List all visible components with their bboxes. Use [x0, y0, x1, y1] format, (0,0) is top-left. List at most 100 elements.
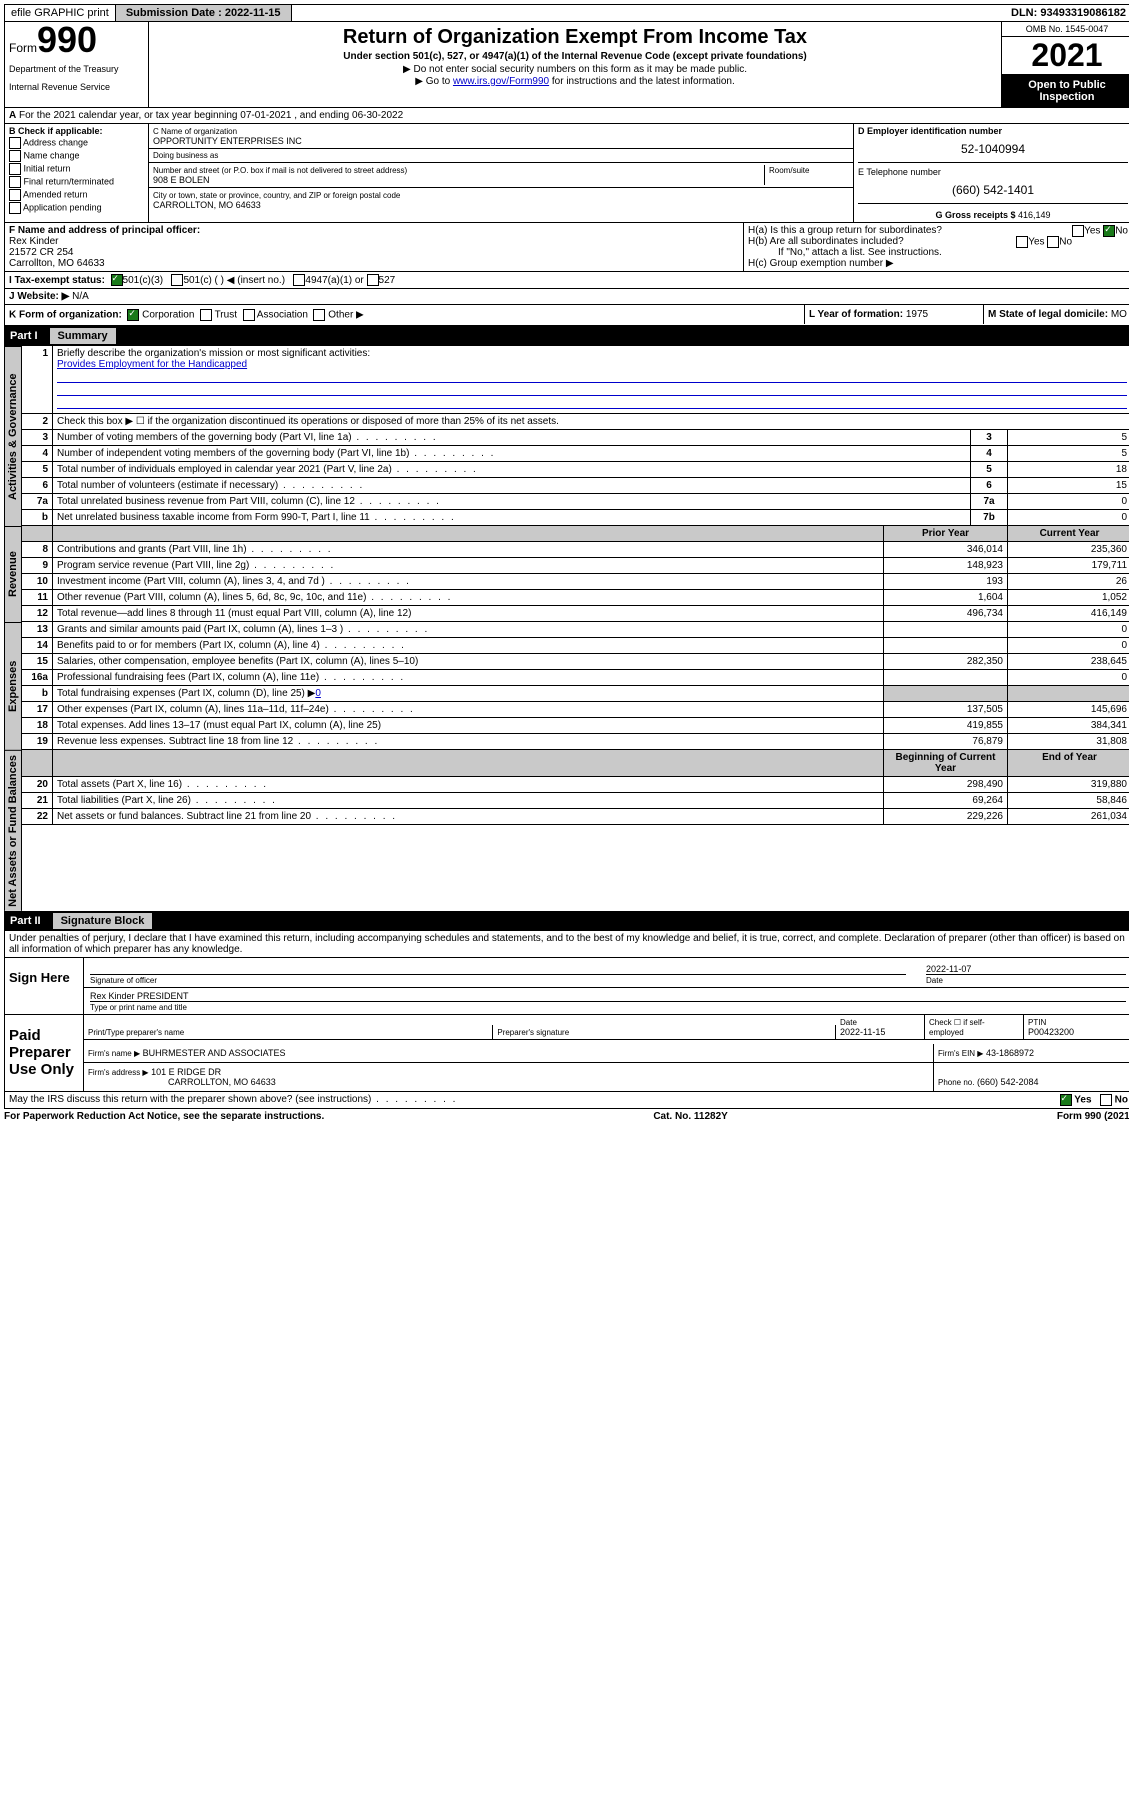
- firm-name-label: Firm's name ▶: [88, 1049, 140, 1058]
- chk-final[interactable]: Final return/terminated: [9, 176, 144, 188]
- chk-address[interactable]: Address change: [9, 137, 144, 149]
- firm-ein-label: Firm's EIN ▶: [938, 1049, 983, 1058]
- officer-label: F Name and address of principal officer:: [9, 225, 200, 236]
- dln: DLN: 93493319086182: [1005, 5, 1129, 21]
- chk-4947[interactable]: [293, 274, 305, 286]
- l16b-val[interactable]: 0: [315, 688, 321, 699]
- domicile: MO: [1111, 309, 1127, 320]
- l6-val: 15: [1008, 478, 1129, 494]
- street-label: Number and street (or P.O. box if mail i…: [153, 166, 407, 175]
- sig-date-label: Date: [926, 976, 943, 985]
- row-klm: K Form of organization: Corporation Trus…: [4, 305, 1129, 326]
- l4-desc: Number of independent voting members of …: [57, 448, 495, 459]
- form-id-box: Form990 Department of the Treasury Inter…: [5, 22, 149, 107]
- entity-info-row: B Check if applicable: Address change Na…: [4, 124, 1129, 223]
- tel-label: E Telephone number: [858, 167, 941, 177]
- irs-link[interactable]: www.irs.gov/Form990: [453, 76, 549, 87]
- year-formed: 1975: [906, 309, 928, 320]
- l18-desc: Total expenses. Add lines 13–17 (must eq…: [57, 720, 381, 731]
- l2-desc: Check this box ▶ ☐ if the organization d…: [53, 414, 1129, 430]
- ptin: P00423200: [1028, 1027, 1074, 1037]
- l7b-val: 0: [1008, 510, 1129, 526]
- paid-preparer-section: Paid Preparer Use Only Print/Type prepar…: [4, 1015, 1129, 1092]
- chk-assoc[interactable]: [243, 309, 255, 321]
- irs-label: Internal Revenue Service: [9, 82, 144, 92]
- chk-initial[interactable]: Initial return: [9, 163, 144, 175]
- sig-name: Rex Kinder PRESIDENT: [90, 991, 189, 1001]
- h-current: Current Year: [1008, 526, 1129, 542]
- mission[interactable]: Provides Employment for the Handicapped: [57, 359, 247, 370]
- firm-phone: (660) 542-2084: [977, 1077, 1039, 1087]
- discuss-no[interactable]: [1100, 1094, 1112, 1106]
- footer: For Paperwork Reduction Act Notice, see …: [4, 1109, 1129, 1124]
- officer-addr1: 21572 CR 254: [9, 247, 74, 258]
- l7a-desc: Total unrelated business revenue from Pa…: [57, 496, 441, 507]
- l1-desc: Briefly describe the organization's miss…: [57, 348, 370, 359]
- l11-curr: 1,052: [1008, 590, 1129, 606]
- chk-527[interactable]: [367, 274, 379, 286]
- l8-curr: 235,360: [1008, 542, 1129, 558]
- col-d: D Employer identification number 52-1040…: [853, 124, 1129, 222]
- l14-desc: Benefits paid to or for members (Part IX…: [57, 640, 406, 651]
- discuss-yes[interactable]: [1060, 1094, 1072, 1106]
- chk-trust[interactable]: [200, 309, 212, 321]
- officer-addr2: Carrollton, MO 64633: [9, 258, 105, 269]
- col-c: C Name of organization OPPORTUNITY ENTER…: [149, 124, 853, 222]
- discuss-row: May the IRS discuss this return with the…: [4, 1092, 1129, 1109]
- chk-name[interactable]: Name change: [9, 150, 144, 162]
- instruct-1: ▶ Do not enter social security numbers o…: [153, 64, 997, 75]
- main-title: Return of Organization Exempt From Incom…: [153, 26, 997, 49]
- city-label: City or town, state or province, country…: [153, 191, 400, 200]
- form-org-label: K Form of organization:: [9, 310, 122, 321]
- firm-name: BUHRMESTER AND ASSOCIATES: [143, 1048, 286, 1058]
- footer-right: Form 990 (2021): [1057, 1111, 1129, 1122]
- open-public: Open to PublicInspection: [1002, 75, 1129, 107]
- tax-year-span: For the 2021 calendar year, or tax year …: [19, 110, 403, 121]
- title-box: Return of Organization Exempt From Incom…: [149, 22, 1001, 107]
- l6-desc: Total number of volunteers (estimate if …: [57, 480, 364, 491]
- chk-amended[interactable]: Amended return: [9, 189, 144, 201]
- sig-name-label: Type or print name and title: [90, 1003, 187, 1012]
- l22-desc: Net assets or fund balances. Subtract li…: [57, 811, 397, 822]
- l10-curr: 26: [1008, 574, 1129, 590]
- l19-curr: 31,808: [1008, 734, 1129, 750]
- line-a: A For the 2021 calendar year, or tax yea…: [4, 108, 1129, 124]
- l12-prior: 496,734: [884, 606, 1008, 622]
- chk-501c[interactable]: [171, 274, 183, 286]
- form-number: 990: [37, 19, 97, 60]
- footer-left: For Paperwork Reduction Act Notice, see …: [4, 1111, 324, 1122]
- expenses-section: Expenses 13Grants and similar amounts pa…: [4, 622, 1129, 750]
- chk-other[interactable]: [313, 309, 325, 321]
- revenue-section: Revenue Prior YearCurrent Year 8Contribu…: [4, 526, 1129, 622]
- sig-officer-label: Signature of officer: [90, 976, 157, 985]
- l15-curr: 238,645: [1008, 654, 1129, 670]
- officer-name: Rex Kinder: [9, 236, 58, 247]
- penalty-text: Under penalties of perjury, I declare th…: [4, 931, 1129, 958]
- instruct-2: ▶ Go to www.irs.gov/Form990 for instruct…: [153, 76, 997, 87]
- l7a-val: 0: [1008, 494, 1129, 510]
- sig-date: 2022-11-07: [926, 964, 971, 974]
- chk-corp[interactable]: [127, 309, 139, 321]
- city: CARROLLTON, MO 64633: [153, 200, 261, 210]
- submission-date[interactable]: Submission Date : 2022-11-15: [116, 5, 292, 21]
- ptin-label: PTIN: [1028, 1018, 1046, 1027]
- prep-date: 2022-11-15: [840, 1027, 885, 1037]
- l16a-desc: Professional fundraising fees (Part IX, …: [57, 672, 405, 683]
- hb-row: H(b) Are all subordinates included? Yes …: [748, 236, 1128, 247]
- h-begin: Beginning of Current Year: [884, 750, 1008, 777]
- l9-curr: 179,711: [1008, 558, 1129, 574]
- city-row: City or town, state or province, country…: [149, 188, 853, 212]
- ha-row: H(a) Is this a group return for subordin…: [748, 225, 1128, 236]
- l22-prior: 229,226: [884, 809, 1008, 825]
- l10-desc: Investment income (Part VIII, column (A)…: [57, 576, 411, 587]
- l17-prior: 137,505: [884, 702, 1008, 718]
- part-i-header: Part I Summary: [4, 326, 1129, 346]
- part-ii-label: Part II: [10, 915, 49, 927]
- chk-pending[interactable]: Application pending: [9, 202, 144, 214]
- l14-prior: [884, 638, 1008, 654]
- chk-501c3[interactable]: [111, 274, 123, 286]
- ein-label: D Employer identification number: [858, 126, 1002, 136]
- org-name-row: C Name of organization OPPORTUNITY ENTER…: [149, 124, 853, 149]
- l12-curr: 416,149: [1008, 606, 1129, 622]
- h-prior: Prior Year: [884, 526, 1008, 542]
